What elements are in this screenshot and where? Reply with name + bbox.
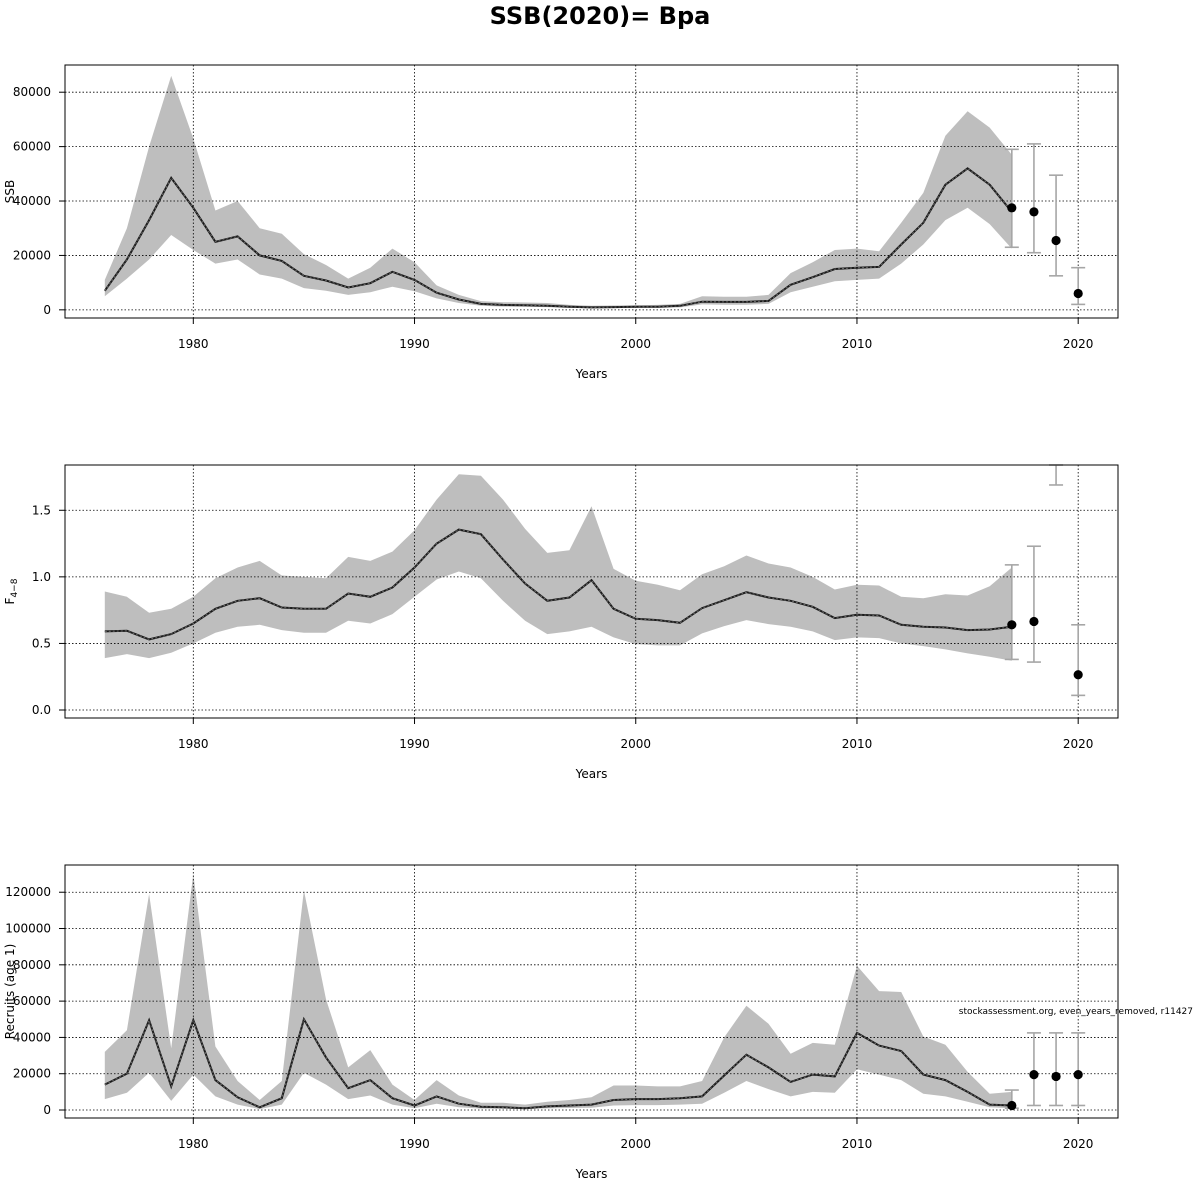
x-tick-label: 1980 xyxy=(178,1137,209,1151)
y-tick-label: 0.0 xyxy=(32,703,51,717)
forecast-point xyxy=(1073,670,1083,680)
x-tick-label: 2000 xyxy=(620,737,651,751)
x-tick-label: 2000 xyxy=(620,337,651,351)
forecast-point xyxy=(1029,616,1039,627)
y-tick-label: 80000 xyxy=(13,958,51,972)
x-tick-label: 2000 xyxy=(620,1137,651,1151)
y-tick-label: 100000 xyxy=(5,922,51,936)
x-tick-label: 1990 xyxy=(399,1137,430,1151)
x-tick-label: 1990 xyxy=(399,737,430,751)
estimate-line-dash xyxy=(104,1018,1012,1109)
y-tick-label: 20000 xyxy=(13,248,51,262)
y-tick-label: 20000 xyxy=(13,1067,51,1081)
forecast-point xyxy=(1029,207,1039,217)
y-tick-label: 40000 xyxy=(13,194,51,208)
y-tick-label: 0 xyxy=(43,1103,51,1117)
x-tick-label: 2010 xyxy=(842,337,873,351)
x-axis-title: Years xyxy=(575,1167,608,1181)
x-tick-label: 1980 xyxy=(178,337,209,351)
forecast-point xyxy=(1051,235,1061,246)
forecast-point xyxy=(1007,203,1017,213)
x-tick-label: 2010 xyxy=(842,737,873,751)
forecast-point xyxy=(1073,1070,1083,1080)
y-tick-label: 1.0 xyxy=(32,570,51,584)
confidence-band xyxy=(104,474,1012,661)
forecast-point xyxy=(1007,620,1017,630)
y-tick-label: 80000 xyxy=(13,85,51,99)
confidence-band xyxy=(104,874,1012,1110)
x-tick-label: 1990 xyxy=(399,337,430,351)
panel-3: 1980 1990 2000 2010 2020 0 20000 40000 60000 8000… xyxy=(3,864,1119,1181)
y-tick-label: 60000 xyxy=(13,994,51,1008)
panel-2: 1980 1990 2000 2010 2020 0.0 0.5 1.0 1.5 Years F4−… xyxy=(3,464,1119,781)
x-axis-title: Years xyxy=(575,367,608,381)
y-tick-label: 40000 xyxy=(13,1030,51,1044)
watermark-text: stockassessment.org, even_years_removed,… xyxy=(959,1007,1193,1017)
x-tick-label: 2020 xyxy=(1063,337,1094,351)
chart-title: SSB(2020)= Bpa xyxy=(489,2,711,30)
y-tick-label: 120000 xyxy=(5,885,51,899)
y-axis-title: F4−8 xyxy=(3,578,20,604)
confidence-band xyxy=(104,75,1012,309)
y-axis-title-subscript: 4−8 xyxy=(10,578,20,597)
forecast-point xyxy=(1029,1070,1039,1080)
y-axis-title: Recruits (age 1) xyxy=(3,944,17,1040)
estimate-line-dash xyxy=(104,529,1012,640)
x-tick-label: 2010 xyxy=(842,1137,873,1151)
y-tick-label: 1.5 xyxy=(32,503,51,517)
y-tick-label: 0 xyxy=(43,303,51,317)
estimate-line xyxy=(103,167,1013,309)
x-tick-label: 2020 xyxy=(1063,1137,1094,1151)
x-tick-label: 1980 xyxy=(178,737,209,751)
plot-frame xyxy=(64,864,1119,1119)
panel-1: 1980 1990 2000 2010 2020 0 20000 40000 60000 8000… xyxy=(3,64,1119,381)
plot-frame xyxy=(64,64,1119,319)
x-tick-label: 2020 xyxy=(1063,737,1094,751)
y-tick-label: 60000 xyxy=(13,140,51,154)
y-axis-title: SSB xyxy=(3,180,17,203)
y-tick-label: 0.5 xyxy=(32,636,51,650)
plot-frame xyxy=(64,464,1119,719)
forecast-point xyxy=(1051,1071,1061,1082)
forecast-point xyxy=(1007,1100,1017,1111)
forecast-point xyxy=(1073,288,1083,299)
x-axis-title: Years xyxy=(575,767,608,781)
estimate-line-dash xyxy=(104,167,1013,308)
